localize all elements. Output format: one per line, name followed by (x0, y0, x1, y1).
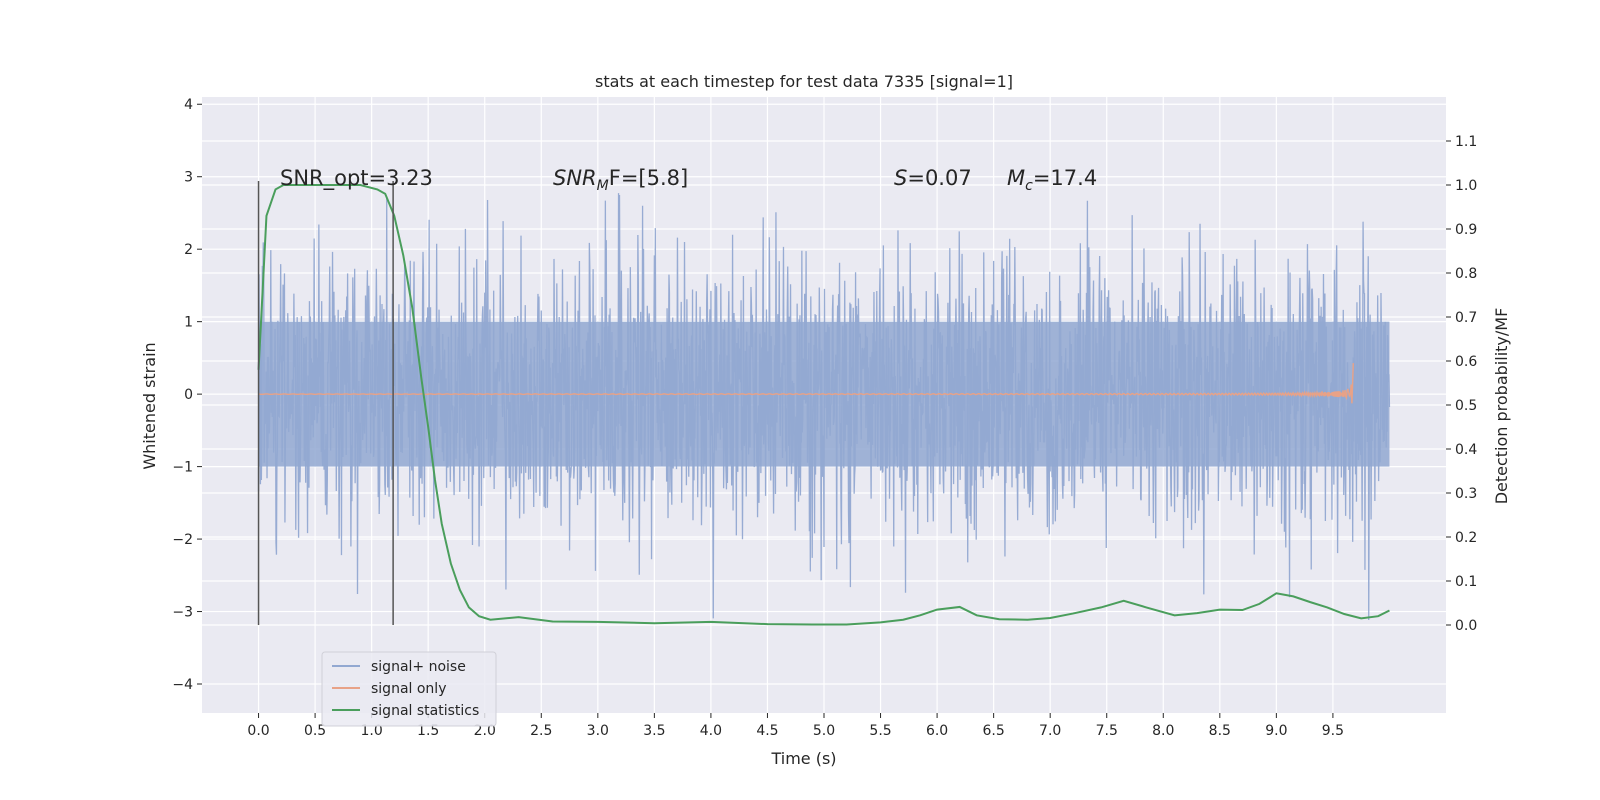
y-right-tick-label: 0.3 (1455, 486, 1477, 502)
y-right-tick-label: 0.4 (1455, 442, 1477, 458)
y-tick-label: 2 (184, 242, 193, 258)
y-right-axis-label: Detection probability/MF (1492, 308, 1511, 505)
y-right-axis-ticks: 0.0 0.1 0.2 0.3 0.4 0.5 0.6 0.7 0.8 0.9 1.0 1.1 (1446, 134, 1477, 634)
plot-area (202, 97, 1446, 713)
y-tick-label: −3 (172, 605, 193, 621)
y-tick-label: 4 (184, 97, 193, 113)
y-right-tick-label: 0.9 (1455, 222, 1477, 238)
y-tick-label: 3 (184, 170, 193, 186)
y-right-tick-label: 0.7 (1455, 310, 1477, 326)
annotation-mc-symbol: M (1007, 166, 1025, 190)
series-signal-only (258, 363, 1354, 404)
x-tick-label: 7.5 (1096, 723, 1118, 739)
legend-label-signal-noise: signal+ noise (371, 659, 466, 675)
y-tick-label: −1 (172, 460, 193, 476)
annotation-mc-value: =17.4 (1033, 166, 1097, 190)
y-right-tick-label: 1.0 (1455, 178, 1477, 194)
annotation-s-symbol: S (894, 166, 907, 190)
x-tick-label: 0.5 (304, 723, 326, 739)
x-tick-label: 1.5 (417, 723, 439, 739)
x-tick-label: 1.0 (361, 723, 383, 739)
x-tick-label: 3.0 (587, 723, 609, 739)
y-right-tick-label: 0.0 (1455, 618, 1477, 634)
y-right-tick-label: 0.2 (1455, 530, 1477, 546)
annotation-snr-opt: SNR_opt=3.23 (280, 166, 433, 191)
x-tick-label: 6.0 (926, 723, 948, 739)
legend-label-signal-only: signal only (371, 681, 446, 697)
annotation-s: S=0.07 (894, 166, 972, 190)
x-tick-label: 3.5 (643, 723, 665, 739)
y-right-tick-label: 0.5 (1455, 398, 1477, 414)
x-tick-label: 2.0 (474, 723, 496, 739)
x-tick-label: 4.5 (756, 723, 778, 739)
legend-label-signal-statistics: signal statistics (371, 703, 479, 719)
x-tick-label: 8.5 (1209, 723, 1231, 739)
x-tick-label: 6.5 (983, 723, 1005, 739)
y-axis-label: Whitened strain (140, 342, 159, 469)
x-tick-label: 2.5 (530, 723, 552, 739)
y-right-tick-label: 0.8 (1455, 266, 1477, 282)
y-tick-label: −2 (172, 532, 193, 548)
x-axis-ticks: 0.0 0.5 1.0 1.5 2.0 2.5 3.0 3.5 4.0 4.5 5.0 5.5 6.0 6… (247, 713, 1344, 739)
y-axis-ticks: −4 −3 −2 −1 0 1 2 3 4 (172, 97, 202, 693)
x-tick-label: 0.0 (247, 723, 269, 739)
annotation-snr-mf-sub: M (597, 178, 609, 194)
y-tick-label: 1 (184, 315, 193, 331)
x-tick-label: 5.0 (813, 723, 835, 739)
annotation-mc-sub: c (1025, 178, 1033, 194)
y-right-tick-label: 1.1 (1455, 134, 1477, 150)
y-tick-label: 0 (184, 387, 193, 403)
x-tick-label: 9.5 (1322, 723, 1344, 739)
annotation-snr-mf-base: SNR (553, 166, 597, 190)
y-right-tick-label: 0.6 (1455, 354, 1477, 370)
y-tick-label: −4 (172, 677, 193, 693)
x-tick-label: 7.0 (1039, 723, 1061, 739)
legend: signal+ noise signal only signal statist… (321, 651, 497, 727)
x-tick-label: 4.0 (700, 723, 722, 739)
annotation-snr-mf: SNRMF=[5.8] (553, 166, 688, 194)
series-signal-statistics (257, 184, 1390, 626)
annotation-snr-mf-rest: F=[5.8] (609, 166, 688, 190)
x-tick-label: 8.0 (1152, 723, 1174, 739)
x-tick-label: 5.5 (869, 723, 891, 739)
x-axis-label: Time (s) (770, 749, 836, 768)
annotation-s-value: =0.07 (907, 166, 971, 190)
annotation-mc: Mc=17.4 (1007, 166, 1097, 194)
x-tick-label: 9.0 (1265, 723, 1287, 739)
legend-box (321, 651, 497, 727)
y-right-tick-label: 0.1 (1455, 574, 1477, 590)
chart-title: stats at each timestep for test data 733… (595, 72, 1013, 91)
